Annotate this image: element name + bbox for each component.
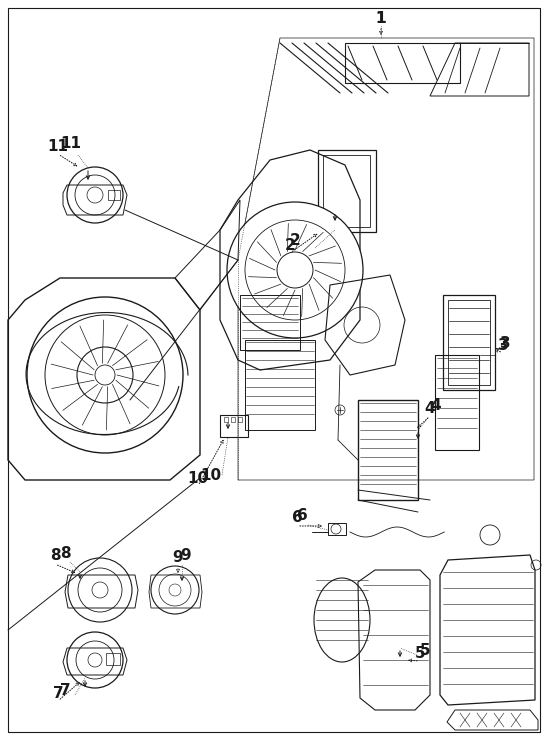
- Circle shape: [27, 297, 183, 453]
- Bar: [224, 417, 228, 422]
- Bar: [240, 295, 300, 350]
- Text: 1: 1: [376, 10, 386, 25]
- Bar: [238, 417, 242, 422]
- Circle shape: [67, 632, 123, 688]
- Circle shape: [67, 167, 123, 223]
- Bar: [108, 190, 120, 200]
- Text: 3: 3: [500, 336, 511, 351]
- Text: 6: 6: [292, 511, 302, 525]
- Text: 10: 10: [187, 471, 209, 485]
- Text: 5: 5: [415, 645, 425, 661]
- Text: 6: 6: [297, 508, 308, 523]
- Circle shape: [227, 202, 363, 338]
- Text: 4: 4: [430, 398, 441, 413]
- Bar: [323, 155, 370, 227]
- Text: 11: 11: [60, 136, 81, 151]
- Bar: [358, 400, 418, 500]
- Bar: [245, 340, 315, 430]
- Text: 8: 8: [60, 546, 71, 561]
- Text: 7: 7: [53, 685, 64, 701]
- Bar: [448, 300, 490, 385]
- Text: 3: 3: [498, 337, 509, 352]
- Text: 2: 2: [290, 233, 301, 248]
- Text: 1: 1: [376, 10, 386, 25]
- Text: 11: 11: [48, 138, 68, 153]
- Text: 8: 8: [50, 548, 60, 563]
- Bar: [220, 415, 248, 437]
- Bar: [443, 295, 495, 390]
- Circle shape: [151, 566, 199, 614]
- Text: 10: 10: [200, 468, 221, 483]
- Text: 9: 9: [180, 548, 191, 563]
- Bar: [106, 653, 120, 665]
- Bar: [328, 523, 346, 535]
- Text: 7: 7: [60, 683, 71, 698]
- Bar: [435, 355, 479, 450]
- Text: 9: 9: [173, 551, 184, 565]
- Text: 5: 5: [420, 643, 431, 658]
- Text: 4: 4: [425, 400, 435, 415]
- Bar: [231, 417, 235, 422]
- Bar: [318, 150, 376, 232]
- Circle shape: [68, 558, 132, 622]
- Ellipse shape: [314, 578, 370, 662]
- Text: 2: 2: [284, 238, 295, 252]
